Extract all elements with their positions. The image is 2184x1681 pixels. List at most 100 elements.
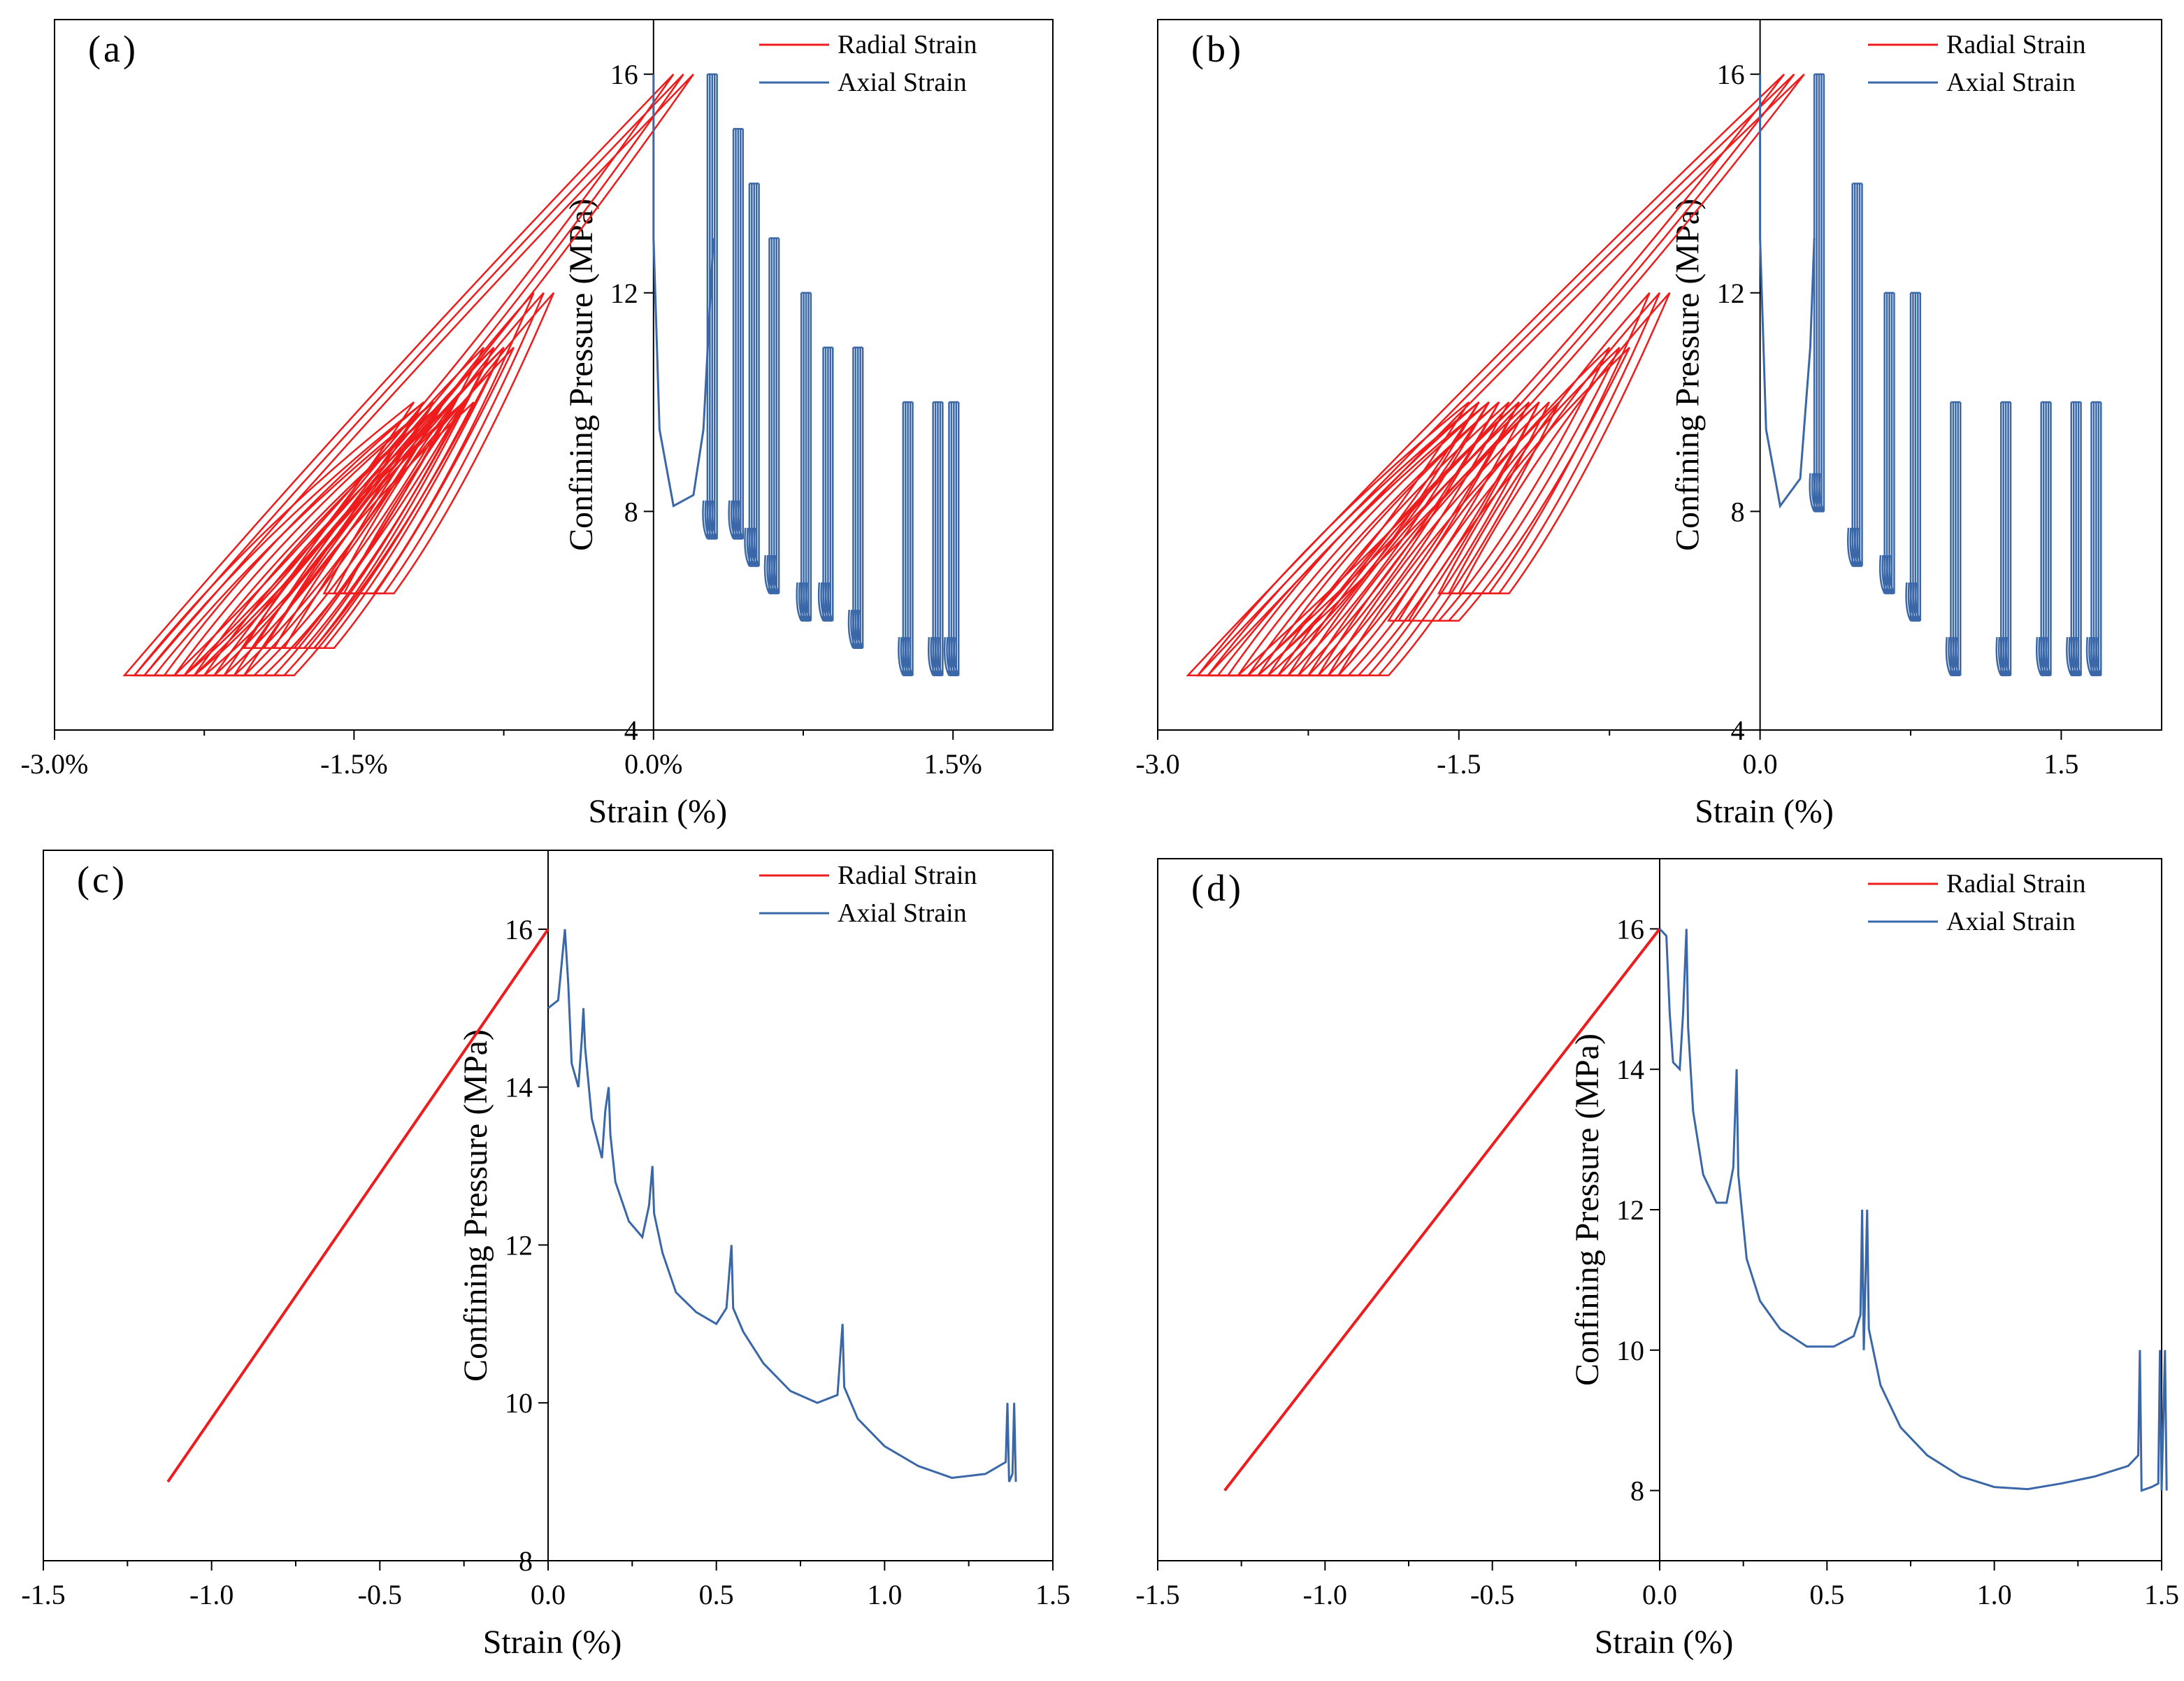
x-tick-label: 1.0	[867, 1579, 902, 1610]
legend-label: Axial Strain	[838, 899, 967, 928]
x-tick-label: -1.5	[1437, 748, 1481, 780]
axial-strain-spike	[927, 402, 934, 676]
axial-strain-initial-curve	[652, 74, 714, 508]
y-tick-label: 8	[624, 496, 638, 527]
y-tick-label: 14	[1616, 1054, 1644, 1085]
y-tick-label: 16	[1616, 913, 1644, 945]
x-tick-label: 0.0	[1642, 1579, 1677, 1610]
axial-strain-spike	[817, 347, 824, 622]
radial-strain-loop	[243, 347, 485, 650]
y-tick-label: 10	[505, 1387, 533, 1419]
radial-strain-line	[1223, 928, 1661, 1492]
x-tick-label: 0.0	[531, 1579, 566, 1610]
axial-strain-spike	[2066, 402, 2073, 676]
chart-panel-c: -1.5 -1.0 -0.5 0.0 0.5 1.0 1.5 8 10 12 14 16 Confini…	[21, 850, 1070, 1661]
x-tick-label: -3.0	[1135, 748, 1179, 780]
radial-strain-loop	[1387, 347, 1611, 622]
x-tick-label: -1.5	[21, 1579, 65, 1610]
x-tick-label: -0.5	[358, 1579, 402, 1610]
radial-strain-loop	[162, 401, 425, 677]
radial-strain-loop	[332, 292, 545, 594]
x-tick-label: -1.5	[1135, 1579, 1179, 1610]
axial-strain-line	[547, 929, 1017, 1482]
y-tick-label: 12	[610, 278, 638, 309]
y-tick-label: 4	[1731, 715, 1745, 746]
chart-panel-b: -3.0 -1.5 0.0 1.5 4 8 12 16 Confining Pressure (…	[1135, 19, 2162, 830]
axial-strain-spike	[1878, 292, 1885, 594]
radial-strain-series	[122, 73, 694, 677]
radial-strain-series	[166, 928, 549, 1483]
axial-strain-spike	[744, 183, 751, 567]
axial-strain-spike	[2035, 402, 2042, 676]
radial-strain-loop	[1226, 401, 1480, 677]
x-axis-title: Strain (%)	[483, 1624, 622, 1661]
y-tick-label: 12	[1717, 278, 1745, 309]
radial-strain-loop	[1296, 401, 1530, 677]
x-tick-label: -3.0%	[21, 748, 89, 780]
radial-strain-loop	[1256, 401, 1500, 677]
y-tick-label: 16	[505, 914, 533, 945]
radial-strain-loop	[122, 73, 675, 677]
x-tick-label: 1.5%	[924, 748, 982, 780]
x-tick-label: 1.5	[2144, 1579, 2179, 1610]
chart-panel-d: -1.5 -1.0 -0.5 0.0 0.5 1.0 1.5 8 10 12 14 16 Confini…	[1135, 858, 2179, 1661]
axial-strain-series	[547, 929, 1017, 1482]
panel-label: (c)	[77, 859, 127, 901]
x-tick-label: 0.5	[1809, 1579, 1844, 1610]
radial-strain-loop	[1195, 401, 1470, 677]
x-tick-label: -1.0	[189, 1579, 234, 1610]
axial-strain-line	[1658, 928, 2168, 1492]
radial-strain-loop	[322, 292, 535, 594]
axial-strain-spike	[1809, 74, 1816, 512]
radial-strain-loop	[1316, 401, 1540, 677]
axial-strain-spike	[943, 402, 950, 676]
x-axis-title: Strain (%)	[1595, 1624, 1734, 1661]
y-tick-label: 4	[624, 715, 638, 746]
legend-label: Axial Strain	[838, 68, 967, 97]
y-axis-title: Confining Pressure (MPa)	[1569, 1033, 1606, 1386]
radial-strain-loop	[1437, 292, 1651, 594]
axial-strain-spike	[1847, 183, 1853, 567]
x-tick-label: -0.5	[1470, 1579, 1514, 1610]
x-tick-label: -1.5%	[320, 748, 388, 780]
radial-strain-loop	[1447, 292, 1661, 594]
legend-label: Axial Strain	[1946, 907, 2076, 936]
y-tick-label: 10	[1616, 1335, 1644, 1366]
y-tick-label: 12	[1616, 1194, 1644, 1226]
axial-strain-spike	[1995, 402, 2002, 676]
axial-strain-spike	[763, 238, 770, 594]
axial-strain-spike	[898, 402, 905, 676]
radial-strain-loop	[132, 73, 684, 677]
y-tick-label: 8	[519, 1545, 533, 1577]
x-axis-title: Strain (%)	[1695, 793, 1834, 830]
axial-strain-series	[652, 73, 960, 677]
axial-strain-spike	[1905, 292, 1912, 622]
axial-strain-spike	[2085, 402, 2092, 676]
x-tick-label: 0.0	[1743, 748, 1778, 780]
radial-strain-loop	[142, 73, 694, 677]
y-tick-label: 14	[505, 1072, 533, 1103]
radial-strain-loop	[1286, 401, 1521, 677]
radial-strain-line	[166, 928, 549, 1483]
axial-strain-series	[1759, 73, 2102, 677]
legend-label: Radial Strain	[1946, 869, 2085, 899]
x-axis-title: Strain (%)	[588, 793, 727, 830]
axial-strain-spike	[1945, 402, 1952, 676]
y-tick-label: 16	[1717, 59, 1745, 90]
panel-label: (a)	[88, 28, 138, 70]
y-tick-label: 16	[610, 59, 638, 90]
x-tick-label: 0.0%	[624, 748, 682, 780]
panel-label: (b)	[1191, 28, 1244, 70]
y-axis-title: Confining Pressure (MPa)	[1669, 199, 1707, 551]
radial-strain-loop	[1326, 401, 1551, 677]
y-axis-title: Confining Pressure (MPa)	[457, 1029, 494, 1382]
radial-strain-loop	[1457, 292, 1671, 594]
radial-strain-loop	[1397, 347, 1621, 622]
y-axis-title: Confining Pressure (MPa)	[563, 199, 600, 551]
chart-panel-a: -3.0% -1.5% 0.0% 1.5% 4 8 12 16 Confining Pressu…	[21, 19, 1054, 830]
legend-label: Radial Strain	[838, 30, 977, 59]
legend-label: Axial Strain	[1946, 68, 2076, 97]
x-tick-label: 1.5	[2043, 748, 2078, 780]
radial-strain-series	[1223, 928, 1661, 1492]
